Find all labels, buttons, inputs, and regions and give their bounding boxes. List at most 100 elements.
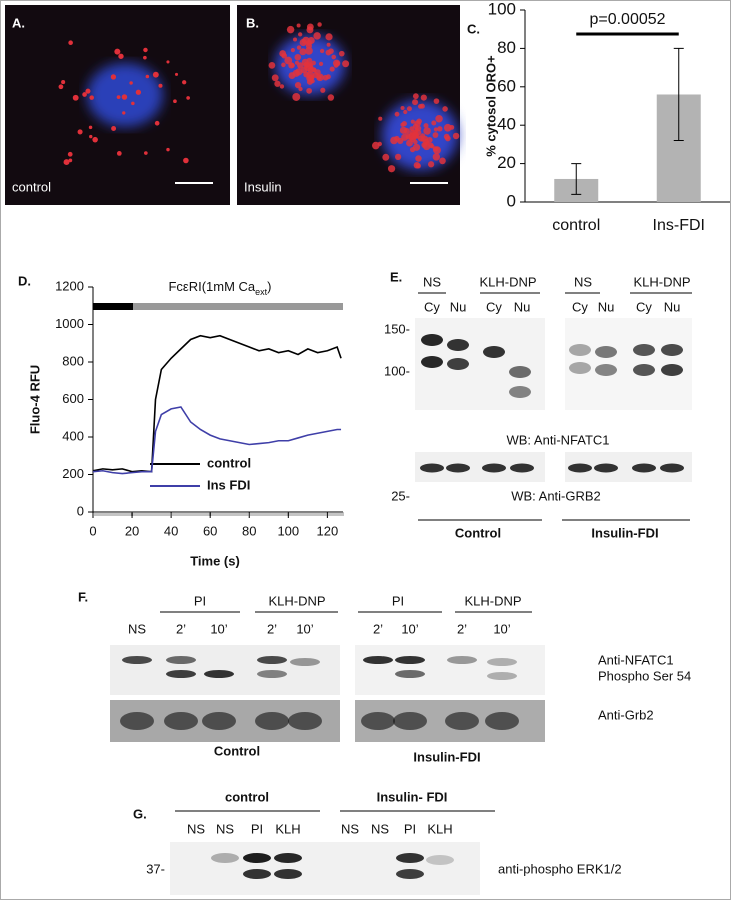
micrograph-a [5,5,230,205]
band [447,339,469,351]
band [569,344,591,356]
band [257,670,287,678]
lipid-dot [382,153,390,161]
band [164,712,198,730]
lipid-dot [67,151,73,157]
lipid-dot [400,105,405,111]
antibody: Anti-Grb2 [598,707,654,722]
lipid-dot [308,65,314,70]
lipid-dot [173,99,177,104]
lipid-dot [268,61,276,69]
lipid-dot [394,111,400,117]
y-tick-label: 400 [62,428,84,443]
lipid-dot [135,89,142,95]
lipid-dot [143,55,147,60]
lipid-dot [306,74,314,82]
lipid-dot [292,69,300,77]
band [447,358,469,370]
lipid-dot [318,61,324,66]
band [509,386,531,398]
lipid-dot [110,74,117,80]
condition: Insulin-FDI [413,749,480,764]
lipid-dot [414,127,419,132]
title-part: ext [255,287,268,297]
lipid-dot [297,32,303,37]
band [361,712,395,730]
lipid-dot [299,48,307,56]
lipid-dot [312,72,319,79]
lipid-dot [423,127,431,135]
condition: Control [455,525,501,540]
lipid-dot [154,120,160,126]
band [204,670,234,678]
lipid-dot [333,63,339,68]
lipid-dot [294,81,302,89]
lipid-dot [152,71,159,78]
lipid-dot [92,136,98,143]
lipid-dot [89,95,94,100]
legend-label: Ins FDI [207,477,250,492]
lane-label: 10’ [493,621,510,636]
lipid-dot [286,25,295,34]
annotation: p=0.00052 [589,11,665,28]
band [487,672,517,680]
band [633,344,655,356]
band [396,853,424,863]
lipid-dot [442,106,448,112]
stimulus-bar [93,303,133,310]
y-axis-label: Fluo-4 RFU [27,365,42,434]
lane-label: Cy [572,299,588,314]
lipid-dot [435,115,443,123]
blot [170,842,480,895]
antibody: Phospho Ser 54 [598,668,691,683]
lipid-dot [294,53,302,61]
x-tick-label: 120 [317,523,339,538]
lipid-dot [319,48,325,54]
blot [565,318,692,410]
lipid-dot [174,72,179,76]
x-tick-label: control [552,217,600,234]
lipid-dot [298,86,303,92]
lipid-dot [409,126,415,132]
lane-label: NS [128,621,146,636]
lipid-dot [423,123,429,129]
lipid-dot [306,23,314,31]
lipid-dot [279,50,287,57]
lipid-dot [329,66,335,72]
lipid-dot [325,33,333,41]
lipid-dot [143,47,148,53]
lane-label: KLH [275,821,300,836]
panel-label: G. [133,806,147,821]
lipid-dot [327,94,335,101]
lipid-dot [439,157,446,165]
lipid-dot [311,60,316,66]
panel-label: E. [390,269,402,284]
lipid-dot [116,95,121,100]
group-label: PI [392,593,404,608]
lipid-dot [85,88,91,94]
lipid-dot [326,42,331,47]
y-tick-label: 200 [62,466,84,481]
lipid-dot [409,146,416,153]
band [660,463,684,473]
lipid-dot [412,93,419,100]
lane-label: 10’ [296,621,313,636]
y-tick-label: 60 [497,76,516,95]
lipid-dot [296,45,302,50]
lipid-dot [394,153,402,161]
lipid-dot [377,141,382,147]
lipid-dot [68,40,73,46]
band [288,712,322,730]
lipid-dot [432,153,441,161]
lipid-dot [129,81,133,85]
lipid-dot [401,121,407,127]
lane-label: Nu [514,299,531,314]
lane-label: 2’ [176,621,186,636]
lipid-dot [118,53,124,59]
lipid-dot [427,161,435,168]
lipid-dot [413,162,421,169]
lipid-dot [121,94,128,100]
panel-label: C. [467,21,480,36]
lane-label: 2’ [457,621,467,636]
